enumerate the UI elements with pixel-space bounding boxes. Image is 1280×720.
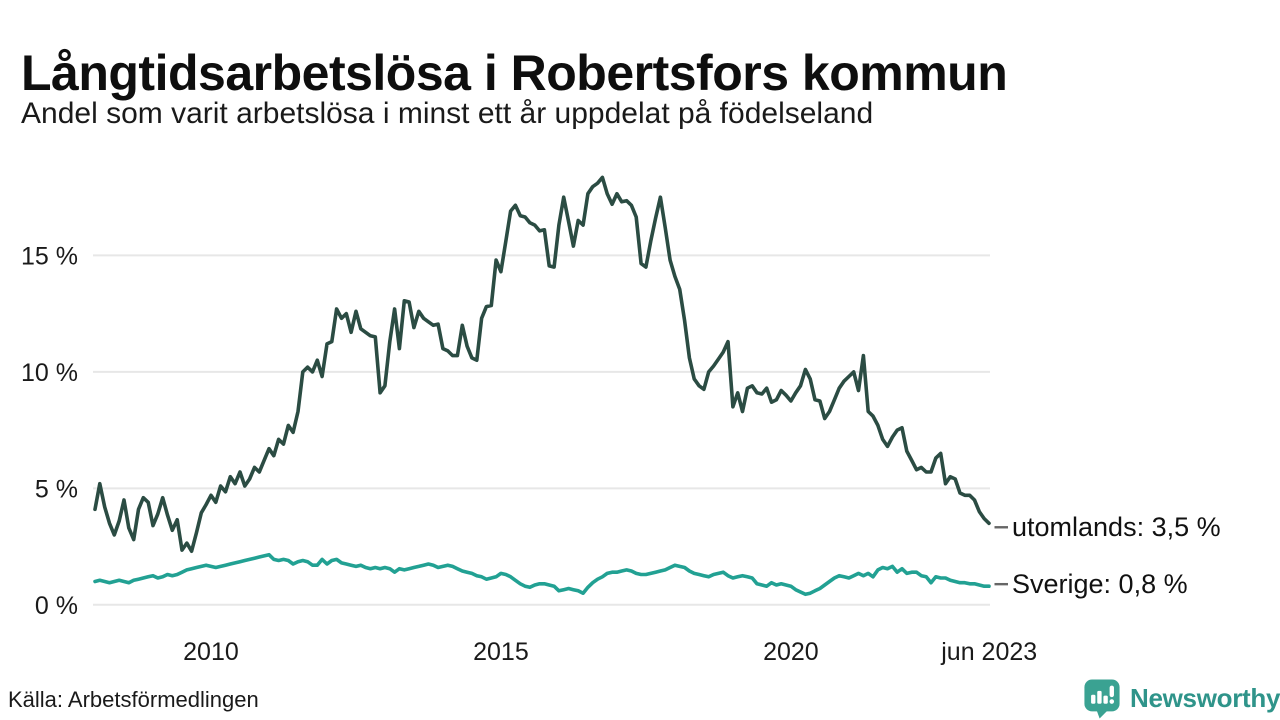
- y-tick-label: 10 %: [21, 359, 78, 387]
- chart-subtitle: Andel som varit arbetslösa i minst ett å…: [21, 97, 874, 130]
- newsworthy-logo: Newsworthy: [1083, 678, 1280, 719]
- series-end-label-sverige: Sverige: 0,8 %: [1012, 569, 1188, 600]
- x-tick-label: 2015: [473, 638, 529, 666]
- y-tick-label: 0 %: [35, 592, 78, 620]
- page-title: Långtidsarbetslösa i Robertsfors kommun: [21, 44, 1008, 101]
- series-line-utomlands: [93, 175, 991, 554]
- x-tick-label: 2010: [183, 638, 239, 666]
- x-tick-label: jun 2023: [940, 638, 1037, 666]
- newsworthy-wordmark: Newsworthy: [1130, 683, 1280, 713]
- series-line-Sverige: [93, 552, 991, 597]
- newsworthy-bubble-chart-icon: [1084, 679, 1120, 719]
- y-tick-label: 15 %: [21, 242, 78, 270]
- y-tick-label: 5 %: [35, 475, 78, 503]
- series-end-label-utomlands: utomlands: 3,5 %: [1012, 512, 1221, 543]
- source-note: Källa: Arbetsförmedlingen: [8, 687, 259, 712]
- x-tick-label: 2020: [763, 638, 819, 666]
